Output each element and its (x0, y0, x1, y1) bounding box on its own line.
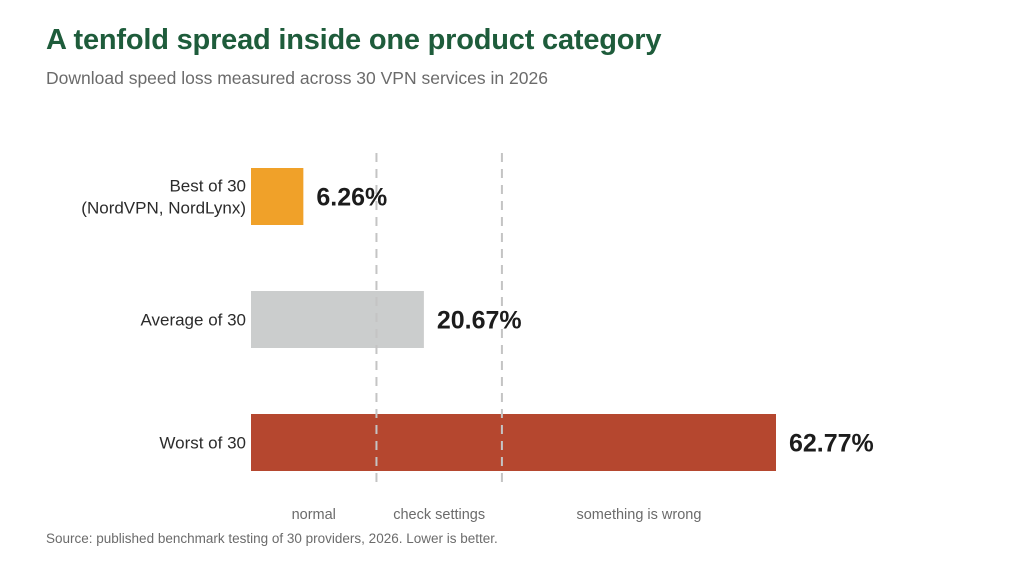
zone-label: something is wrong (576, 507, 701, 523)
value-label: 6.26% (316, 184, 387, 212)
zone-label: normal (292, 507, 336, 523)
bar-1 (251, 291, 424, 348)
category-label: Average of 30 (140, 311, 246, 330)
category-label: (NordVPN, NordLynx) (81, 199, 246, 218)
category-label: Best of 30 (169, 177, 246, 196)
bar-0 (251, 168, 304, 225)
source-note: Source: published benchmark testing of 3… (46, 531, 498, 546)
value-label: 20.67% (437, 307, 522, 335)
value-label: 62.77% (789, 430, 874, 458)
chart-subtitle: Download speed loss measured across 30 V… (46, 68, 548, 88)
category-label: Worst of 30 (159, 434, 246, 453)
chart-title: A tenfold spread inside one product cate… (46, 24, 662, 56)
bar-2 (251, 414, 776, 471)
zone-label: check settings (393, 507, 485, 523)
